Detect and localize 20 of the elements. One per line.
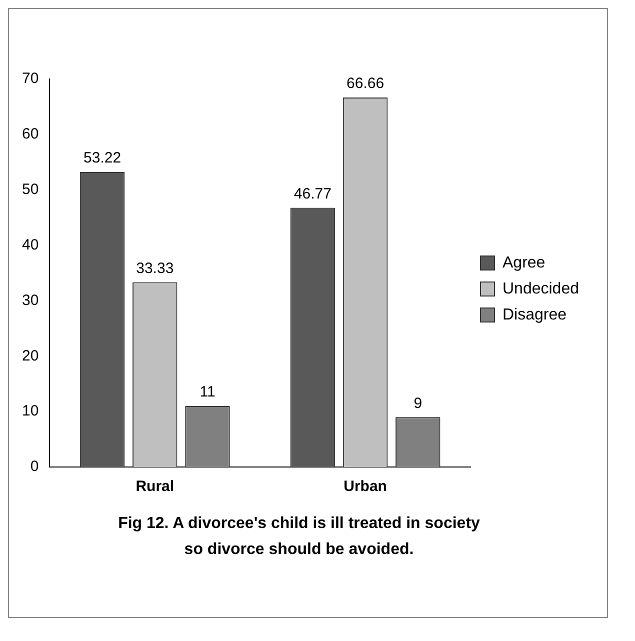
- y-tick-label: 20: [22, 347, 39, 364]
- x-tick-label: Urban: [344, 478, 387, 496]
- data-label: 11: [200, 384, 216, 401]
- legend-label: Undecided: [502, 280, 579, 298]
- caption: Fig 12. A divorcee's child is ill treated in society so divorce should be avoided.: [117, 514, 481, 560]
- y-tick-label: 40: [22, 236, 39, 254]
- x-tick-label: Rural: [136, 478, 174, 496]
- y-tick-label: 60: [22, 126, 39, 143]
- data-label: 66.66: [346, 75, 384, 92]
- legend-label: Disagree: [502, 306, 567, 324]
- legend-label: Agree: [502, 254, 546, 272]
- y-tick-label: 30: [22, 292, 39, 309]
- data-label: 46.77: [294, 185, 332, 202]
- y-tick-label: 10: [22, 402, 39, 420]
- y-tick-label: 70: [22, 70, 39, 88]
- data-label: 9: [414, 394, 422, 412]
- y-tick-label: 0: [30, 458, 39, 476]
- data-label: 53.22: [84, 150, 122, 167]
- data-label: 33.33: [136, 260, 174, 277]
- y-tick-label: 50: [22, 181, 39, 198]
